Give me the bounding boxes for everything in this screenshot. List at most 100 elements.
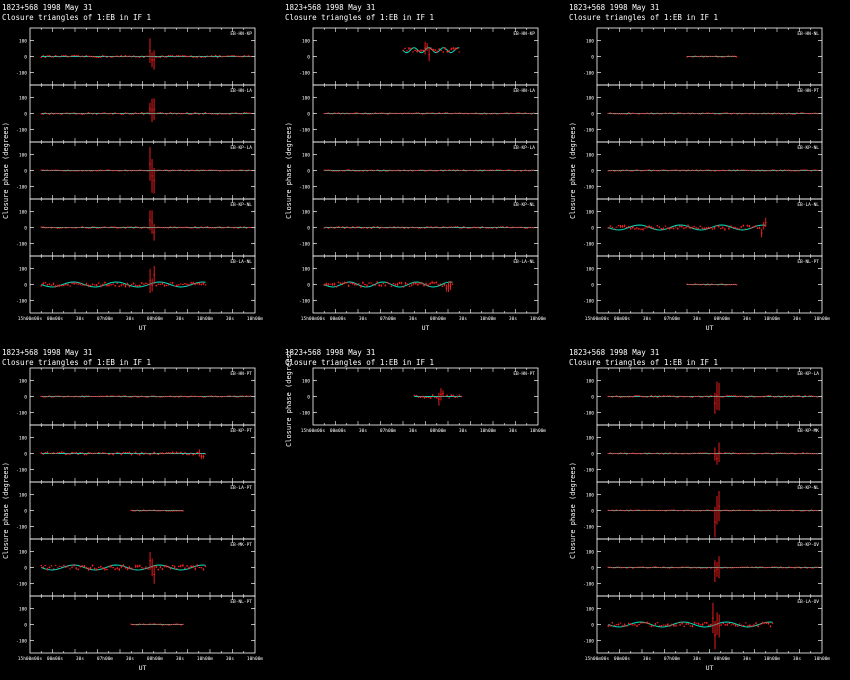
x-tick-label: 30s <box>76 316 84 322</box>
x-tick-label: 08h00m <box>147 316 164 322</box>
y-tick-label: -100 <box>16 581 27 587</box>
y-tick-label: -100 <box>583 184 594 190</box>
triangle-label: EB-NL-PT <box>797 259 819 265</box>
y-tick-label: 0 <box>591 509 594 515</box>
triangle-label: EB-HN-PT <box>797 88 819 94</box>
x-tick-label: 07h00m <box>97 656 114 662</box>
y-tick-label: -100 <box>583 524 594 530</box>
plot-title: 1823+568 1998 May 31 <box>2 348 92 357</box>
x-tick-label: 30s <box>176 316 184 322</box>
triangle-label: EB-HN-LA <box>513 88 535 94</box>
y-tick-label: -100 <box>299 184 310 190</box>
x-tick-label: 15h00m00s <box>301 316 326 322</box>
x-tick-label: 08h00m <box>430 316 447 322</box>
triangle-panel: EB-KP-NL 100 0 -100 <box>583 481 823 540</box>
y-tick-label: -100 <box>16 410 27 416</box>
plot-subtitle: Closure triangles of 1:EB in IF 1 <box>569 358 718 367</box>
y-tick-label: 100 <box>586 267 594 273</box>
y-tick-label: 0 <box>307 226 310 232</box>
triangle-panel: EB-HN-KP 100 0 -100 <box>299 27 539 86</box>
triangle-panel: EB-KP-PT 100 0 -100 <box>16 424 256 483</box>
x-tick-label: 15h00m00s <box>18 656 43 662</box>
triangle-panel: EB-NL-PT 100 0 -100 <box>16 595 256 654</box>
x-tick-label: 08h00m <box>430 428 447 434</box>
triangle-label: EB-HN-PT <box>230 371 252 377</box>
x-tick-label: 10h00m <box>530 316 547 322</box>
y-tick-label: 0 <box>591 283 594 289</box>
x-tick-label: 00m00s <box>47 656 64 662</box>
x-axis-label: UT <box>139 664 147 672</box>
x-tick-label: 15h00m00s <box>585 316 610 322</box>
x-tick-label: 07h00m <box>97 316 114 322</box>
y-tick-label: 0 <box>24 452 27 458</box>
triangle-label: EB-KP-PT <box>230 428 252 434</box>
y-tick-label: -100 <box>583 467 594 473</box>
x-tick-label: 30s <box>509 316 517 322</box>
plot-subtitle: Closure triangles of 1:EB in IF 1 <box>285 13 434 22</box>
y-tick-label: 100 <box>19 39 27 45</box>
y-tick-label: 100 <box>19 607 27 613</box>
triangle-panel: EB-HN-LA 100 0 -100 <box>16 84 256 143</box>
y-tick-label: 100 <box>19 379 27 385</box>
y-tick-label: -100 <box>16 184 27 190</box>
triangle-panel: EB-NL-PT 100 0 -100 <box>583 255 823 314</box>
y-tick-label: 0 <box>307 55 310 61</box>
y-tick-label: 0 <box>24 509 27 515</box>
x-axis-label: UT <box>706 324 714 332</box>
y-tick-label: 0 <box>307 169 310 175</box>
triangle-panel: EB-MK-PT 100 0 -100 <box>16 538 256 597</box>
triangle-label: EB-HN-KP <box>513 31 535 37</box>
y-tick-label: 0 <box>24 112 27 118</box>
triangle-label: EB-KP-NL <box>797 145 819 151</box>
model-line <box>608 224 766 231</box>
y-tick-label: 100 <box>19 550 27 556</box>
x-tick-label: 08h00m <box>714 316 731 322</box>
x-tick-label: 30s <box>226 656 234 662</box>
triangle-panel: EB-LA-NL 100 0 -100 <box>16 255 256 314</box>
y-axis-label: Closure phase (degrees) <box>285 350 293 447</box>
triangle-panel: EB-LA-NL 100 0 -100 <box>299 255 539 314</box>
x-tick-label: 00m00s <box>330 428 347 434</box>
y-tick-label: -100 <box>583 241 594 247</box>
y-tick-label: -100 <box>583 70 594 76</box>
triangle-label: EB-LA-PT <box>230 485 252 491</box>
y-tick-label: 0 <box>591 112 594 118</box>
x-tick-label: 10h00m <box>814 316 831 322</box>
y-tick-label: -100 <box>583 127 594 133</box>
triangle-panel: EB-KP-NL 100 0 -100 <box>583 141 823 200</box>
y-tick-label: 0 <box>24 283 27 289</box>
x-tick-label: 10h00m <box>197 316 214 322</box>
triangle-label: EB-MK-PT <box>230 542 252 548</box>
x-tick-label: 30s <box>126 656 134 662</box>
triangle-label: EB-HN-LA <box>230 88 252 94</box>
triangle-label: EB-LA-NL <box>230 259 252 265</box>
triangle-panel: EB-KP-MK 100 0 -100 <box>583 424 823 483</box>
y-tick-label: 100 <box>586 153 594 159</box>
plot-subtitle: Closure triangles of 1:EB in IF 1 <box>2 358 151 367</box>
x-tick-label: 30s <box>509 428 517 434</box>
x-tick-label: 07h00m <box>380 428 397 434</box>
y-tick-label: 0 <box>24 395 27 401</box>
x-tick-label: 10h00m <box>480 316 497 322</box>
triangle-label: EB-KP-LA <box>230 145 252 151</box>
y-tick-label: 100 <box>586 210 594 216</box>
triangle-label: EB-KP-LA <box>797 371 819 377</box>
x-tick-label: 00m00s <box>614 316 631 322</box>
y-tick-label: 0 <box>24 169 27 175</box>
y-tick-label: 100 <box>19 267 27 273</box>
x-tick-label: 15h00m00s <box>301 428 326 434</box>
y-tick-label: 100 <box>19 96 27 102</box>
y-tick-label: -100 <box>299 241 310 247</box>
triangle-panel: EB-KP-LA 100 0 -100 <box>16 141 256 200</box>
y-tick-label: 0 <box>307 283 310 289</box>
y-tick-label: -100 <box>16 127 27 133</box>
y-tick-label: 100 <box>19 153 27 159</box>
y-tick-label: -100 <box>583 298 594 304</box>
x-tick-label: 30s <box>226 316 234 322</box>
triangle-panel: EB-HN-PT 100 0 -100 <box>299 367 539 426</box>
triangle-panel: EB-KP-LA 100 0 -100 <box>299 141 539 200</box>
